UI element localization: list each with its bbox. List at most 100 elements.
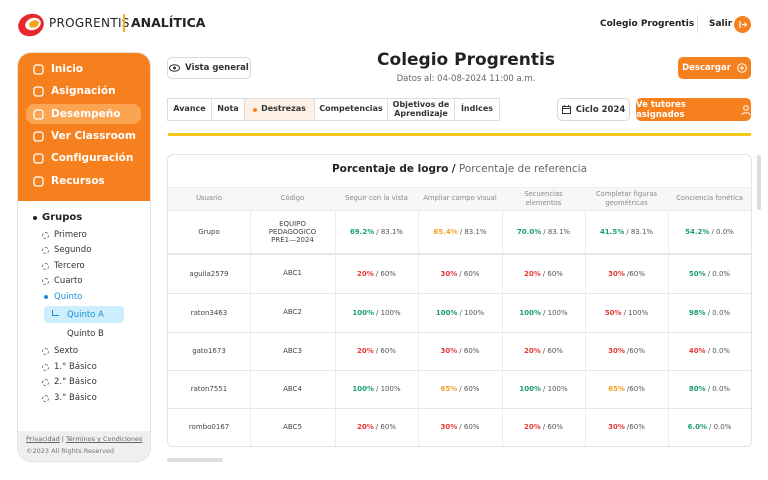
score-cell: 20%/ 60% <box>502 254 585 293</box>
column-divider <box>668 254 669 293</box>
column-divider <box>335 332 336 370</box>
menu-item[interactable]: Asignación <box>26 81 141 101</box>
column-divider <box>502 293 503 332</box>
score-value: 6.0% <box>687 423 708 431</box>
row-border <box>168 370 751 408</box>
column-divider <box>335 370 336 408</box>
group-item[interactable]: 2.° Básico <box>42 377 97 387</box>
table-title-main: Porcentaje de logro <box>331 163 449 175</box>
logo-mark <box>18 13 44 37</box>
groups-title-text: Grupos <box>42 212 83 223</box>
tab[interactable]: Objetivos de Aprendizaje <box>387 98 455 121</box>
bullet <box>33 215 37 220</box>
column-header: Seguir con la vista <box>345 194 408 203</box>
menu-item[interactable]: Desempeño <box>26 104 141 124</box>
score-cell: 6.0%/ 0.0% <box>668 408 751 446</box>
column-divider <box>335 408 336 446</box>
score-reference: / 60% <box>375 269 396 278</box>
table-title: Porcentaje de logro / Porcentaje de refe… <box>168 163 751 175</box>
score-cell: 69.2%/ 83.1% <box>335 210 418 254</box>
column-header: Ampliar campo visual <box>423 194 497 203</box>
group-item[interactable]: 3.° Básico <box>42 393 97 403</box>
group-item[interactable]: Tercero <box>42 261 85 271</box>
score-value: 30% <box>608 423 625 431</box>
menu-item[interactable]: Inicio <box>26 59 141 79</box>
score-reference: / 100% <box>623 308 649 317</box>
menu-item[interactable]: Recursos <box>26 171 141 191</box>
score-cell: 50%/ 100% <box>585 293 668 332</box>
score-value: 20% <box>357 347 374 355</box>
menu-label: Inicio <box>51 63 84 75</box>
score-value: 30% <box>440 269 458 278</box>
tutors-button[interactable]: Ve tutores asignados <box>636 98 751 121</box>
score-cell: 30%/ 60% <box>418 254 502 293</box>
download-button[interactable]: Descargar <box>678 57 751 79</box>
score-value: 70.0% <box>516 228 542 236</box>
group-circle <box>42 378 49 386</box>
logout-icon[interactable] <box>734 16 751 33</box>
score-reference: / 100% <box>376 385 401 393</box>
score-reference: / 100% <box>543 385 568 393</box>
column-divider <box>502 210 503 254</box>
column-divider <box>418 293 419 332</box>
tab-label: Índices <box>460 104 494 114</box>
group-label: 1.° Básico <box>54 362 97 372</box>
group-item[interactable]: Quinto <box>42 292 82 302</box>
tab[interactable]: Nota <box>211 98 245 121</box>
table-subtitle: Porcentaje de referencia <box>458 163 588 175</box>
group-item[interactable]: 1.° Básico <box>42 362 97 372</box>
column-divider <box>668 408 669 446</box>
column-header: Secuencias elementos <box>524 190 563 207</box>
score-value: 40% <box>688 347 706 355</box>
column-divider <box>502 370 503 408</box>
product: ANALÍTICA <box>131 15 206 30</box>
column-divider <box>335 254 336 293</box>
score-reference: / 60% <box>459 347 480 355</box>
menu-item[interactable]: Ver Classroom <box>26 126 141 146</box>
score-value: 54.2% <box>685 228 710 236</box>
score-reference: / 100% <box>543 308 568 317</box>
code-cell: ABC3 <box>283 346 302 355</box>
privacy-link[interactable]: Privacidad <box>26 435 60 443</box>
tab-label: Nota <box>217 104 239 114</box>
score-reference: / 100% <box>376 308 401 317</box>
group-item[interactable]: Quinto B <box>44 329 104 339</box>
tab[interactable]: Índices <box>454 98 500 121</box>
tab[interactable]: Destrezas <box>244 98 315 121</box>
cycle-button[interactable]: Ciclo 2024 <box>557 98 630 121</box>
group-item[interactable]: Primero <box>42 230 87 240</box>
group-item[interactable]: Quinto A <box>44 306 124 323</box>
sub-arrow <box>52 309 59 316</box>
group-label: Cuarto <box>54 276 83 286</box>
score-cell: 41.5%/ 83.1% <box>585 210 668 254</box>
divider <box>168 133 751 136</box>
column-divider <box>335 210 336 254</box>
score-reference: / 0.0% <box>707 385 731 393</box>
tab-dot <box>253 107 258 112</box>
logout[interactable]: Salir <box>709 19 733 29</box>
column-divider <box>418 210 419 254</box>
menu-item[interactable]: Configuración <box>26 148 141 168</box>
brand-divider <box>123 14 125 32</box>
row-border <box>168 332 751 370</box>
overview-button[interactable]: Vista general <box>167 57 251 79</box>
column-divider <box>502 332 503 370</box>
tab[interactable]: Avance <box>167 98 212 121</box>
group-label: Primero <box>54 230 87 240</box>
score-cell: 100%/ 100% <box>335 293 418 332</box>
score-reference: / 0.0% <box>707 308 731 317</box>
school-name: Colegio Progrentis <box>600 19 695 29</box>
score-cell: 20%/ 60% <box>335 332 418 370</box>
group-item[interactable]: Cuarto <box>42 276 83 286</box>
group-item[interactable]: Segundo <box>42 245 91 255</box>
score-cell: 30%/60% <box>585 408 668 446</box>
page-title: Colegio Progrentis <box>377 50 555 70</box>
terms-link[interactable]: Términos y Condiciones <box>65 435 143 443</box>
user-cell: rombo0167 <box>188 423 230 431</box>
column-divider <box>585 293 586 332</box>
tab[interactable]: Competencias <box>314 98 388 121</box>
group-item[interactable]: Sexto <box>42 346 78 356</box>
score-value: 20% <box>524 269 541 278</box>
score-value: 20% <box>524 423 541 431</box>
code-cell: EQUIPO PEDAGOGICO PRE1—2024 <box>268 219 317 245</box>
